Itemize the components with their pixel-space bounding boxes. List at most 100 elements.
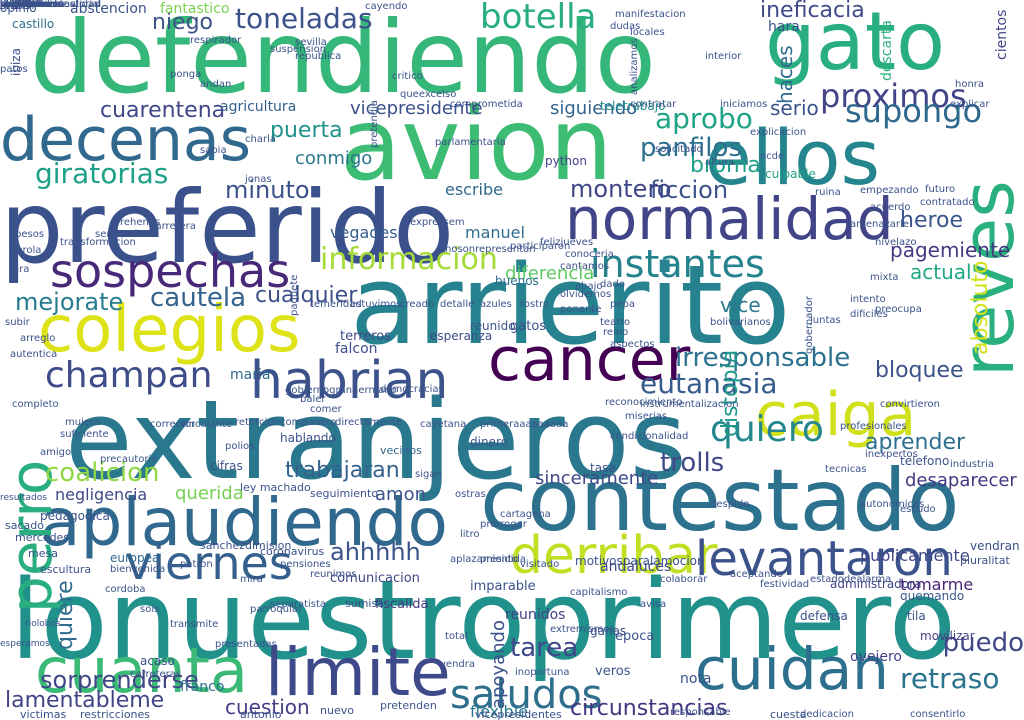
word-riolobos: riolobos (25, 619, 61, 629)
word-vendra: vendra (440, 659, 475, 670)
word-manuel: manuel (465, 223, 525, 242)
word-seguira: seguira (0, 0, 38, 10)
word-pretenden: pretenden (380, 699, 437, 712)
word-veros: veros (595, 664, 631, 679)
word-sanidad: sanidad (0, 0, 40, 10)
word-desconcierto: desconcierto (0, 0, 65, 10)
word-empezando: empezando (860, 185, 919, 196)
word-politica: politica (0, 0, 37, 10)
word-serio: serio (770, 96, 819, 120)
word-olvidemos: olvidemos (560, 289, 612, 300)
word-muere: muere (0, 0, 33, 10)
word-reino: reino (603, 327, 629, 338)
word-inconstitucionalidad: inconstitucionalidad (0, 0, 101, 10)
word-hospital: hospital (0, 0, 40, 10)
word-participaron: participaron (510, 241, 571, 252)
word-seguimiento: seguimiento (310, 487, 379, 500)
word-quiero: quiero (710, 409, 824, 450)
word-victimas: victimas (20, 708, 67, 720)
word-puedo: puedo (942, 628, 1024, 658)
word-critico: critico (392, 71, 423, 82)
word-comprometida: comprometida (450, 99, 523, 110)
word-gobiernogranhermano: gobiernogranhermano (285, 385, 397, 396)
word-pedimos: pedimos (0, 0, 43, 10)
word-pretendia: pretendia (369, 99, 380, 149)
word-reconocimiento: reconocimiento (605, 397, 683, 408)
word-champan: champan (45, 355, 213, 396)
word-administradora: administradora (830, 577, 922, 591)
word-telefono: telefono (900, 454, 950, 468)
word-publicamente: publicamente (860, 546, 970, 565)
word-cuesta: cuesta (770, 708, 807, 720)
word-ayuda: ayuda (0, 0, 31, 10)
word-preferido: preferido (0, 169, 455, 286)
word-hablando: hablando (280, 431, 336, 445)
word-dinero: dinero (470, 435, 508, 449)
word-tila: tila (907, 609, 926, 623)
word-democracias: democracias (380, 384, 444, 395)
word-siguiendo: siguiendo (550, 98, 638, 119)
word-parroquial: parroquial (250, 604, 301, 615)
word-dudas: dudas (610, 21, 641, 32)
word-carretera: carretera (150, 221, 196, 232)
word-tomarme: tomarme (900, 575, 974, 594)
word-coronavirus: coronavirus (260, 545, 325, 558)
word-niego: niego (152, 10, 214, 35)
word-buenos: buenos (495, 274, 539, 288)
word-momento: momento (0, 0, 49, 10)
word-directamente: directamente (335, 417, 403, 428)
word-aspectos: aspectos (610, 339, 655, 350)
word-tiempo: tiempo (0, 0, 36, 10)
word-industria: industria (950, 459, 994, 470)
word-subir: subir (5, 317, 30, 328)
word-cambio: cambio (0, 0, 37, 10)
word-python: python (545, 154, 587, 168)
word-rostro: rostro (520, 299, 550, 310)
word-felizjueves: felizjueves (540, 237, 594, 248)
word-despido: despido (710, 499, 750, 510)
word-temeridad: temeridad (310, 299, 362, 310)
word-proximos: proximos (820, 77, 967, 115)
word-separatista: separatista (270, 599, 327, 610)
word-querida: querida (175, 483, 244, 504)
word-altura: altura (705, 157, 735, 168)
word-parlamentaria: parlamentaria (435, 137, 506, 148)
word-polios: polios (225, 441, 255, 452)
word-nivelazo: nivelazo (875, 237, 917, 248)
word-festividad: festividad (760, 579, 810, 590)
word-aprender: aprender (865, 430, 966, 455)
word-prisas: prisas (0, 0, 30, 10)
word-quemando: quemando (900, 589, 965, 603)
word-retorcido: retorcido (235, 417, 280, 428)
word-avion: avion (340, 86, 613, 203)
word-gente: gente (0, 0, 29, 10)
word-tasa: tasa (590, 461, 616, 475)
word-autentica: autentica (10, 349, 58, 360)
word-carreteras: carreteras (130, 669, 182, 680)
word-valores: valores (0, 0, 37, 10)
word-amenazarle: amenazarle (850, 219, 909, 230)
word-datos: datos (0, 0, 28, 10)
word-apos: apos (0, 0, 24, 10)
word-dedicacion: dedicacion (800, 709, 854, 720)
word-contratar: contratar (630, 99, 677, 110)
word-distopia: distopia (718, 349, 743, 438)
word-cayetana: cayetana (420, 419, 467, 430)
word-sabia: sabia (200, 145, 227, 156)
word-cuanta: cuanta (35, 634, 248, 707)
word-precautoria: precautoria (100, 454, 158, 465)
word-abstencion: abstencion (70, 1, 147, 17)
word-amigo: amigo (40, 447, 72, 458)
word-salud: salud (0, 0, 27, 10)
word-normalidad: normalidad (565, 185, 894, 253)
word-rehenes: rehenes (120, 217, 161, 228)
word-cifras: cifras (210, 459, 243, 473)
word-nota: nota (680, 671, 712, 687)
word-ellos: ellos (705, 113, 881, 202)
word-miserias: miserias (625, 411, 668, 422)
word-hablar: hablar (0, 0, 32, 10)
word-honra: honra (955, 79, 985, 90)
word-culpable: culpable (765, 167, 816, 181)
word-queexcelso: queexcelso (400, 89, 457, 100)
